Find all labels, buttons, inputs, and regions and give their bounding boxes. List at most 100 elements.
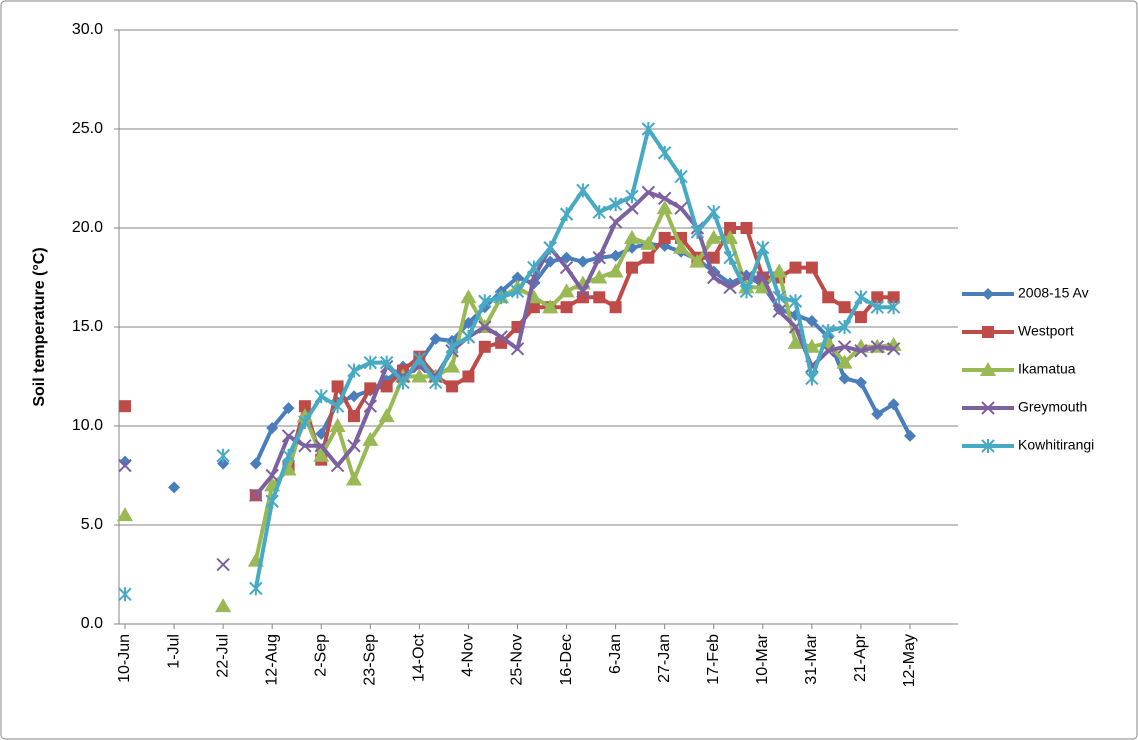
marker: [559, 260, 574, 275]
marker: [854, 311, 867, 324]
marker: [805, 261, 818, 274]
marker: [315, 427, 328, 440]
marker: [886, 300, 901, 315]
marker: [558, 283, 575, 298]
marker: [362, 431, 379, 446]
marker: [593, 291, 606, 304]
marker: [772, 304, 786, 318]
marker: [723, 250, 737, 265]
marker: [527, 301, 540, 314]
marker: [658, 231, 671, 244]
marker: [805, 371, 819, 386]
marker: [510, 342, 525, 356]
marker: [330, 458, 345, 473]
marker: [216, 448, 230, 463]
marker: [705, 229, 722, 244]
marker: [837, 340, 852, 354]
marker: [870, 300, 884, 315]
marker: [216, 557, 230, 572]
y-tick-label: 25.0: [72, 120, 103, 137]
series-line: [253, 127, 894, 589]
marker: [756, 240, 770, 255]
y-tick-label: 30.0: [72, 21, 103, 38]
marker: [527, 260, 541, 275]
marker: [494, 330, 508, 344]
marker: [674, 169, 688, 184]
marker: [281, 448, 296, 463]
x-tick-label: 10-Jun: [116, 634, 133, 683]
x-tick-label: 21-Apr: [852, 633, 869, 682]
legend-label: Kowhitirangi: [1018, 437, 1094, 453]
marker: [347, 410, 360, 423]
marker: [119, 455, 131, 468]
marker: [871, 291, 884, 304]
marker: [904, 429, 916, 442]
marker: [364, 382, 377, 395]
marker: [887, 291, 900, 304]
marker: [623, 229, 640, 244]
x-tick-label: 14-Oct: [411, 633, 428, 682]
marker: [854, 290, 868, 305]
y-axis-label: Soil temperature (°C): [31, 247, 48, 406]
y-tick-label: 5.0: [81, 516, 103, 533]
marker: [445, 339, 459, 354]
marker: [118, 587, 132, 602]
marker: [607, 263, 624, 278]
y-tick-label: 10.0: [72, 417, 103, 434]
marker: [821, 323, 835, 338]
marker: [363, 355, 378, 370]
marker: [119, 400, 131, 413]
marker: [838, 372, 851, 385]
marker: [412, 351, 427, 366]
marker: [478, 294, 492, 309]
marker: [559, 207, 574, 222]
marker: [249, 581, 263, 596]
marker: [411, 368, 428, 383]
marker: [787, 334, 804, 349]
marker: [608, 197, 623, 212]
marker: [118, 458, 132, 473]
legend-label: Westport: [1018, 323, 1074, 339]
marker: [265, 494, 279, 509]
marker: [330, 399, 345, 414]
marker: [854, 376, 867, 389]
marker: [886, 342, 901, 356]
series-line: [253, 206, 894, 562]
marker: [609, 249, 622, 262]
marker: [282, 402, 295, 415]
marker: [981, 401, 995, 415]
x-tick-label: 2-Sep: [312, 634, 329, 677]
legend-label: Ikamatua: [1018, 361, 1076, 377]
marker: [674, 201, 688, 215]
marker: [347, 363, 361, 378]
marker: [982, 326, 994, 338]
marker: [722, 229, 739, 244]
series-line: [254, 190, 894, 497]
marker: [429, 332, 442, 345]
marker: [313, 447, 330, 462]
marker: [803, 338, 820, 353]
marker: [560, 251, 573, 264]
marker: [822, 291, 835, 304]
marker: [314, 439, 328, 453]
marker: [657, 191, 672, 206]
x-tick-label: 23-Sep: [362, 634, 379, 686]
marker: [772, 290, 786, 305]
marker: [168, 481, 181, 494]
marker: [363, 399, 378, 413]
marker: [836, 354, 853, 369]
marker: [560, 301, 573, 314]
marker: [980, 362, 996, 376]
marker: [871, 408, 884, 421]
legend-label: 2008-15 Av: [1018, 285, 1089, 301]
marker: [461, 329, 476, 344]
marker: [281, 429, 296, 443]
marker: [347, 439, 361, 453]
marker: [724, 222, 737, 234]
x-tick-label: 17-Feb: [705, 634, 722, 685]
marker: [837, 320, 852, 334]
marker: [805, 315, 818, 328]
marker: [478, 320, 492, 334]
marker: [298, 415, 312, 430]
marker: [609, 301, 622, 314]
